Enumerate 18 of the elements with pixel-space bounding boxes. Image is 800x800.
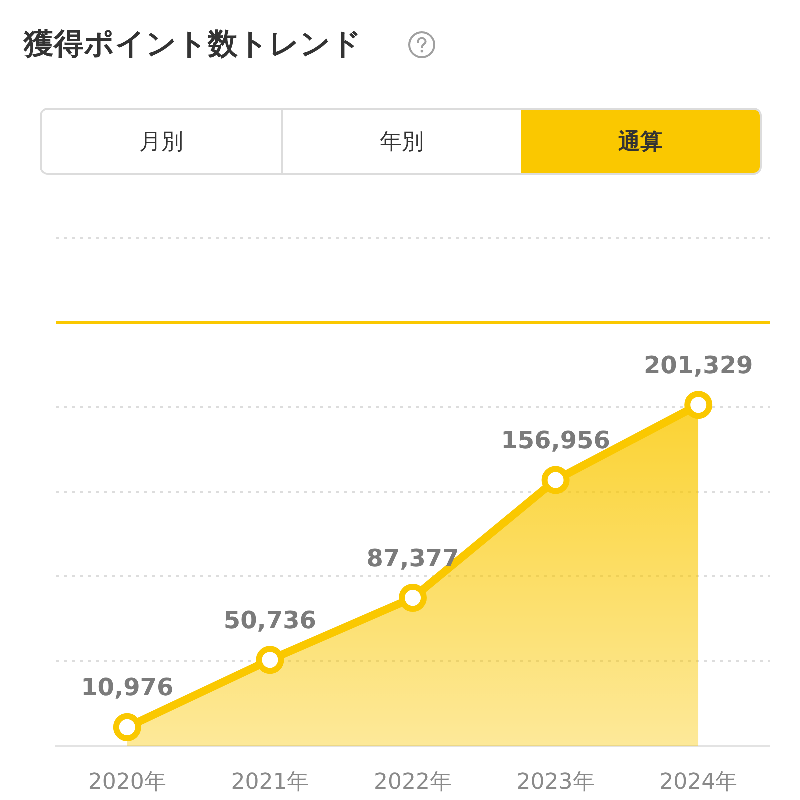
x-tick-label: 2021年 bbox=[231, 770, 310, 795]
point bbox=[542, 466, 570, 494]
data-label: 87,377 bbox=[366, 544, 460, 572]
data-label: 156,956 bbox=[501, 426, 610, 454]
point bbox=[399, 584, 427, 612]
x-tick-label: 2023年 bbox=[516, 770, 595, 795]
x-tick-label: 2024年 bbox=[660, 770, 738, 795]
x-tick-label: 2020年 bbox=[88, 770, 166, 795]
point bbox=[684, 391, 713, 420]
data-label: 10,976 bbox=[81, 674, 174, 702]
data-label: 201,329 bbox=[644, 351, 754, 380]
point bbox=[256, 646, 284, 674]
chart-title: 獲得ポイント数トレンド bbox=[24, 26, 362, 64]
tab: 通算 bbox=[521, 110, 760, 173]
point bbox=[113, 713, 142, 742]
data-label: 50,736 bbox=[224, 606, 317, 634]
x-tick-label: 2022年 bbox=[374, 770, 452, 795]
tab: 年別 bbox=[280, 110, 522, 173]
